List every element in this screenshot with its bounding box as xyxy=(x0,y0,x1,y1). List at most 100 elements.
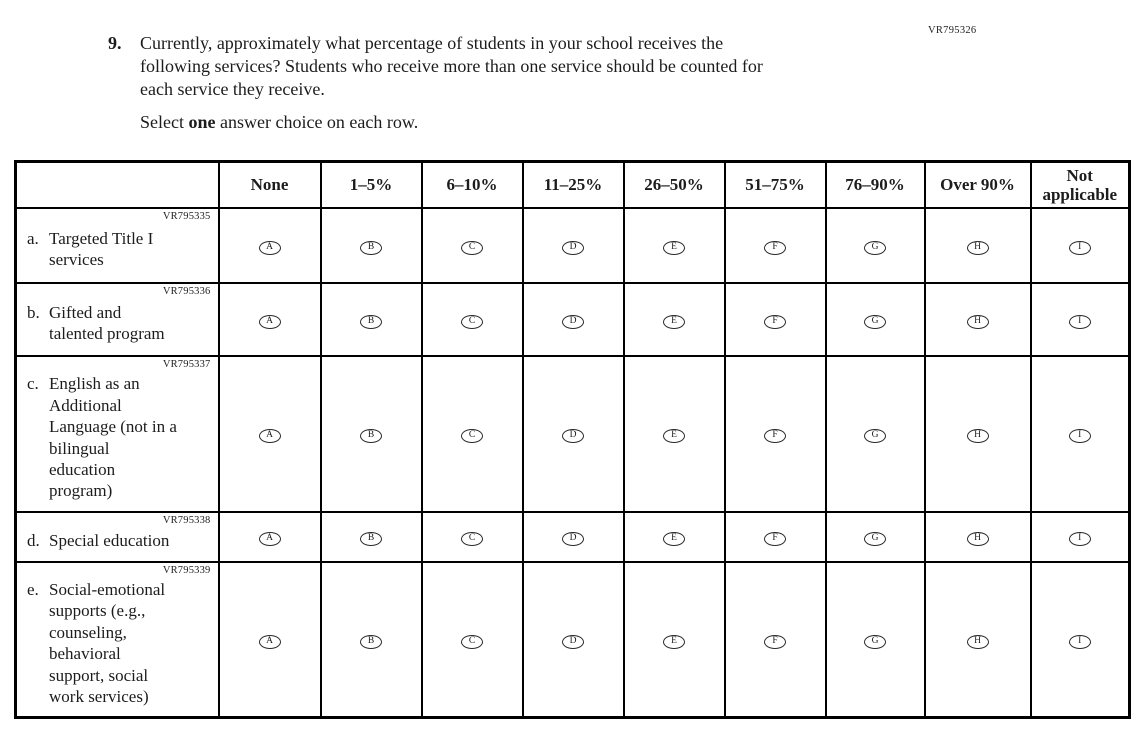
answer-cell-d-c: C xyxy=(420,510,524,563)
answer-bubble-c-a[interactable]: A xyxy=(258,429,281,443)
corner-cell xyxy=(14,160,220,209)
column-header-76-90: 76–90% xyxy=(824,160,926,209)
question-number: 9. xyxy=(108,33,122,53)
answer-bubble-d-g[interactable]: G xyxy=(864,532,886,546)
question-block: 9. Currently, approximately what percent… xyxy=(108,32,888,133)
answer-bubble-b-a[interactable]: A xyxy=(258,314,281,329)
row-code-a: VR795335 xyxy=(162,210,211,222)
answer-bubble-e-b[interactable]: B xyxy=(360,634,382,649)
column-header-6-10: 6–10% xyxy=(420,160,524,209)
answer-cell-a-b: B xyxy=(319,206,423,284)
answer-cell-e-c: C xyxy=(420,560,524,719)
answer-bubble-e-h[interactable]: H xyxy=(966,634,989,649)
answer-cell-b-a: A xyxy=(217,281,322,357)
answer-bubble-d-d[interactable]: D xyxy=(562,532,584,546)
answer-cell-a-i: I xyxy=(1029,206,1131,284)
answer-bubble-d-b[interactable]: B xyxy=(360,532,382,546)
row-letter-c: c. xyxy=(27,374,39,394)
column-header-51-75: 51–75% xyxy=(723,160,827,209)
answer-bubble-e-g[interactable]: G xyxy=(864,634,886,649)
form-code: VR795326 xyxy=(928,25,977,36)
answer-bubble-b-h[interactable]: H xyxy=(966,314,989,329)
answer-bubble-a-g[interactable]: G xyxy=(864,240,886,255)
answer-bubble-a-a[interactable]: A xyxy=(258,240,281,255)
answer-bubble-e-d[interactable]: D xyxy=(562,634,584,649)
row-label-a: Targeted Title I services xyxy=(49,228,154,269)
row-letter-d: d. xyxy=(27,530,40,550)
answer-bubble-e-e[interactable]: E xyxy=(663,634,685,649)
answer-cell-b-e: E xyxy=(622,281,726,357)
table-row-c: VR795337 c. English as an Additional Lan… xyxy=(14,354,1131,513)
column-header-none: None xyxy=(217,160,322,209)
answer-cell-a-f: F xyxy=(723,206,827,284)
answer-bubble-a-e[interactable]: E xyxy=(663,240,685,255)
answer-bubble-d-a[interactable]: A xyxy=(258,532,281,546)
answer-cell-a-g: G xyxy=(824,206,926,284)
answer-cell-a-d: D xyxy=(521,206,625,284)
row-label-e: Social-emotional supports (e.g., counsel… xyxy=(49,580,166,707)
row-letter-b: b. xyxy=(27,302,40,322)
answer-cell-e-d: D xyxy=(521,560,625,719)
answer-cell-b-b: B xyxy=(319,281,423,357)
answer-cell-d-d: D xyxy=(521,510,625,563)
answer-bubble-e-f[interactable]: F xyxy=(764,634,786,649)
answer-cell-c-b: B xyxy=(319,354,423,513)
answer-cell-d-e: E xyxy=(622,510,726,563)
answer-bubble-c-g[interactable]: G xyxy=(864,429,886,443)
answer-bubble-d-e[interactable]: E xyxy=(663,532,685,546)
answer-bubble-c-b[interactable]: B xyxy=(360,429,382,443)
answer-bubble-d-f[interactable]: F xyxy=(764,532,786,546)
row-code-e: VR795339 xyxy=(162,564,211,576)
answer-cell-c-i: I xyxy=(1029,354,1131,513)
instruction-bold: one xyxy=(188,112,216,133)
answer-bubble-c-c[interactable]: C xyxy=(461,429,483,443)
answer-bubble-b-f[interactable]: F xyxy=(764,314,786,329)
answer-cell-a-a: A xyxy=(217,206,322,284)
answer-bubble-d-c[interactable]: C xyxy=(461,532,483,546)
answer-bubble-e-a[interactable]: A xyxy=(258,634,281,649)
answer-bubble-c-f[interactable]: F xyxy=(764,429,786,443)
answer-bubble-a-d[interactable]: D xyxy=(562,240,584,255)
answer-cell-d-i: I xyxy=(1029,510,1131,563)
row-label-cell-e: VR795339 e. Social-emotional supports (e… xyxy=(14,560,220,719)
row-label-cell-d: VR795338 d. Special education xyxy=(14,510,220,563)
answer-bubble-b-b[interactable]: B xyxy=(360,314,382,329)
answer-cell-a-h: H xyxy=(923,206,1032,284)
answer-cell-b-f: F xyxy=(723,281,827,357)
answer-bubble-d-h[interactable]: H xyxy=(966,532,989,546)
answer-bubble-a-b[interactable]: B xyxy=(360,240,382,255)
answer-bubble-e-i[interactable]: I xyxy=(1068,634,1091,649)
row-label-d: Special education xyxy=(49,530,170,550)
answer-bubble-b-g[interactable]: G xyxy=(864,314,886,329)
answer-bubble-b-c[interactable]: C xyxy=(461,314,483,329)
row-label-b: Gifted and talented program xyxy=(49,302,165,343)
answer-cell-e-f: F xyxy=(723,560,827,719)
answer-cell-c-g: G xyxy=(824,354,926,513)
answer-bubble-a-i[interactable]: I xyxy=(1068,240,1091,255)
answer-grid: None 1–5% 6–10% 11–25% 26–50% 51–75% 76–… xyxy=(14,160,1131,719)
header-row: None 1–5% 6–10% 11–25% 26–50% 51–75% 76–… xyxy=(14,160,1131,209)
answer-bubble-c-i[interactable]: I xyxy=(1068,429,1091,443)
answer-bubble-a-h[interactable]: H xyxy=(966,240,989,255)
answer-cell-b-h: H xyxy=(923,281,1032,357)
answer-cell-c-e: E xyxy=(622,354,726,513)
answer-cell-c-a: A xyxy=(217,354,322,513)
answer-bubble-c-h[interactable]: H xyxy=(966,429,989,443)
answer-bubble-e-c[interactable]: C xyxy=(461,634,483,649)
answer-bubble-c-e[interactable]: E xyxy=(663,429,685,443)
answer-bubble-b-d[interactable]: D xyxy=(562,314,584,329)
answer-bubble-a-f[interactable]: F xyxy=(764,240,786,255)
answer-bubble-a-c[interactable]: C xyxy=(461,240,483,255)
answer-cell-d-b: B xyxy=(319,510,423,563)
answer-bubble-d-i[interactable]: I xyxy=(1068,532,1091,546)
table-row-d: VR795338 d. Special education A B C D E F G H I xyxy=(14,510,1131,563)
answer-bubble-b-i[interactable]: I xyxy=(1068,314,1091,329)
answer-cell-e-a: A xyxy=(217,560,322,719)
row-code-b: VR795336 xyxy=(162,285,211,297)
answer-bubble-c-d[interactable]: D xyxy=(562,429,584,443)
answer-cell-d-h: H xyxy=(923,510,1032,563)
answer-bubble-b-e[interactable]: E xyxy=(663,314,685,329)
row-letter-e: e. xyxy=(27,580,39,600)
answer-cell-b-g: G xyxy=(824,281,926,357)
column-header-26-50: 26–50% xyxy=(622,160,726,209)
